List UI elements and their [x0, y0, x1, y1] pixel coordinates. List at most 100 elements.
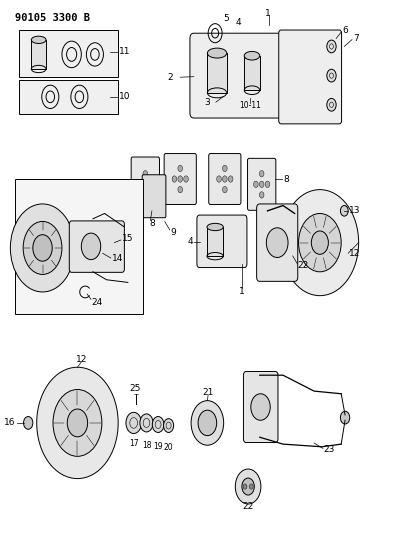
Circle shape — [249, 484, 253, 489]
Circle shape — [67, 409, 88, 437]
Circle shape — [178, 176, 183, 182]
Bar — [15, 179, 143, 314]
Circle shape — [140, 414, 153, 432]
Circle shape — [81, 233, 101, 260]
Circle shape — [172, 176, 177, 182]
Circle shape — [184, 176, 188, 182]
Text: 22: 22 — [298, 261, 309, 270]
Circle shape — [149, 181, 153, 188]
Circle shape — [327, 69, 336, 82]
Circle shape — [242, 478, 254, 495]
Circle shape — [228, 176, 233, 182]
Circle shape — [126, 413, 141, 433]
Circle shape — [143, 181, 148, 188]
FancyBboxPatch shape — [190, 33, 283, 118]
Circle shape — [281, 190, 359, 296]
Text: 19: 19 — [153, 442, 163, 451]
FancyBboxPatch shape — [279, 30, 342, 124]
Circle shape — [23, 221, 62, 274]
Circle shape — [163, 419, 174, 432]
Circle shape — [10, 204, 75, 292]
FancyBboxPatch shape — [69, 221, 124, 272]
Text: 4: 4 — [235, 18, 241, 27]
Text: 17: 17 — [129, 439, 138, 448]
Circle shape — [340, 411, 350, 424]
FancyBboxPatch shape — [209, 154, 241, 205]
Circle shape — [152, 417, 164, 432]
Circle shape — [191, 401, 224, 445]
Text: 2: 2 — [168, 72, 173, 82]
Circle shape — [259, 171, 264, 177]
Text: 21: 21 — [202, 387, 214, 397]
Ellipse shape — [207, 223, 223, 231]
Circle shape — [178, 187, 183, 193]
Text: 6: 6 — [342, 26, 348, 35]
Text: 10-11: 10-11 — [239, 101, 261, 110]
Text: 14: 14 — [112, 254, 123, 263]
Text: 1: 1 — [239, 287, 245, 296]
Circle shape — [217, 176, 221, 182]
Bar — [31, 40, 46, 69]
Circle shape — [137, 181, 142, 188]
Circle shape — [266, 228, 288, 257]
Text: 16: 16 — [4, 418, 15, 427]
Circle shape — [243, 484, 247, 489]
Bar — [19, 80, 118, 114]
Circle shape — [143, 192, 148, 198]
Text: 15: 15 — [122, 235, 134, 244]
Circle shape — [222, 187, 227, 193]
Text: 22: 22 — [242, 502, 254, 511]
Text: 20: 20 — [164, 443, 173, 453]
FancyBboxPatch shape — [142, 175, 166, 217]
Text: 10: 10 — [119, 92, 130, 101]
Text: 18: 18 — [142, 441, 151, 450]
Circle shape — [235, 469, 261, 504]
Circle shape — [222, 165, 227, 172]
Circle shape — [259, 192, 264, 198]
Circle shape — [327, 40, 336, 53]
Circle shape — [265, 181, 270, 188]
Circle shape — [253, 181, 258, 188]
Circle shape — [299, 214, 341, 272]
Text: 13: 13 — [349, 206, 360, 215]
Text: 11: 11 — [119, 47, 130, 56]
Circle shape — [222, 176, 227, 182]
FancyBboxPatch shape — [248, 158, 276, 211]
Text: 3: 3 — [204, 98, 210, 107]
Text: 12: 12 — [75, 355, 87, 364]
Circle shape — [311, 231, 329, 254]
Circle shape — [340, 206, 348, 216]
Text: 7: 7 — [353, 34, 358, 43]
FancyBboxPatch shape — [131, 157, 160, 212]
Ellipse shape — [244, 51, 260, 60]
Circle shape — [37, 367, 118, 479]
Text: 9: 9 — [171, 228, 176, 237]
Text: 23: 23 — [324, 445, 335, 454]
Text: 8: 8 — [283, 174, 289, 183]
FancyBboxPatch shape — [243, 372, 278, 442]
Ellipse shape — [31, 36, 46, 44]
Text: 25: 25 — [129, 384, 141, 393]
Text: 1: 1 — [265, 9, 271, 18]
Bar — [207, 227, 223, 256]
Bar — [19, 30, 118, 77]
FancyBboxPatch shape — [257, 204, 298, 281]
Circle shape — [53, 390, 102, 456]
Text: 12: 12 — [349, 249, 360, 258]
FancyBboxPatch shape — [164, 154, 196, 205]
Bar — [244, 56, 260, 90]
Text: 5: 5 — [223, 14, 229, 23]
FancyBboxPatch shape — [197, 215, 247, 268]
Text: 4: 4 — [187, 237, 193, 246]
Circle shape — [251, 394, 270, 420]
Circle shape — [178, 165, 183, 172]
Text: 90105 3300 B: 90105 3300 B — [15, 13, 90, 23]
Bar — [208, 53, 227, 93]
Circle shape — [327, 99, 336, 111]
Ellipse shape — [208, 48, 227, 58]
Circle shape — [24, 417, 33, 429]
Text: 8: 8 — [149, 219, 155, 228]
Circle shape — [259, 181, 264, 188]
Circle shape — [198, 410, 217, 435]
Circle shape — [33, 235, 52, 261]
